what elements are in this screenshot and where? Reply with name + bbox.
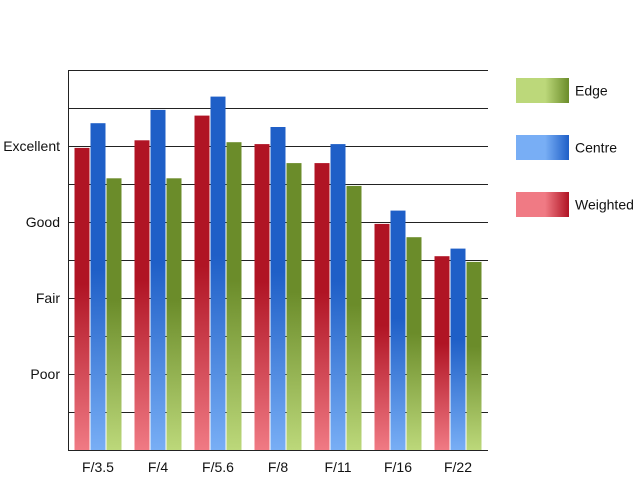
- bar-weighted-f-11: [314, 163, 330, 450]
- bar-weighted-f-22: [434, 256, 450, 450]
- y-tick-labels: Poor Fair Good Excellent: [3, 138, 60, 382]
- x-tick-label-f-16: F/16: [384, 459, 412, 475]
- bar-edge-f-8: [286, 163, 302, 450]
- bar-weighted-f-16: [374, 223, 390, 450]
- y-tick-label-good: Good: [26, 214, 60, 230]
- legend-swatch-edge: [516, 78, 569, 103]
- bar-edge-f-11: [346, 185, 362, 450]
- bar-weighted-f-8: [254, 144, 270, 450]
- bar-centre-f-5-6: [210, 96, 226, 450]
- x-tick-labels: F/3.5 F/4 F/5.6 F/8 F/11 F/16 F/22: [82, 459, 472, 475]
- bar-edge-f-3-5: [106, 178, 122, 451]
- bar-centre-f-4: [150, 109, 166, 451]
- x-tick-label-f-8: F/8: [268, 459, 288, 475]
- bar-weighted-f-3-5: [74, 147, 90, 450]
- legend: Edge Centre Weighted: [516, 78, 634, 217]
- x-tick-label-f-3-5: F/3.5: [82, 459, 114, 475]
- bar-edge-f-22: [466, 261, 482, 450]
- legend-label-edge: Edge: [575, 83, 608, 99]
- y-tick-label-excellent: Excellent: [3, 138, 60, 154]
- axes: [68, 70, 488, 451]
- bars: [74, 96, 482, 451]
- legend-label-centre: Centre: [575, 140, 617, 156]
- bar-edge-f-16: [406, 237, 422, 450]
- x-tick-label-f-22: F/22: [444, 459, 472, 475]
- bar-centre-f-8: [270, 127, 286, 450]
- x-tick-label-f-4: F/4: [148, 459, 168, 475]
- bar-edge-f-5-6: [226, 142, 242, 450]
- legend-label-weighted: Weighted: [575, 197, 634, 213]
- x-tick-label-f-11: F/11: [325, 459, 352, 475]
- bar-centre-f-3-5: [90, 123, 106, 450]
- bar-weighted-f-4: [134, 140, 150, 451]
- bar-centre-f-11: [330, 144, 346, 450]
- legend-swatch-centre: [516, 135, 569, 160]
- legend-swatch-weighted: [516, 192, 569, 217]
- bar-centre-f-16: [390, 210, 406, 450]
- bar-edge-f-4: [166, 178, 182, 451]
- bar-weighted-f-5-6: [194, 115, 210, 450]
- y-tick-label-fair: Fair: [36, 290, 60, 306]
- y-tick-label-poor: Poor: [30, 366, 60, 382]
- bar-centre-f-22: [450, 248, 466, 450]
- x-tick-label-f-5-6: F/5.6: [202, 459, 234, 475]
